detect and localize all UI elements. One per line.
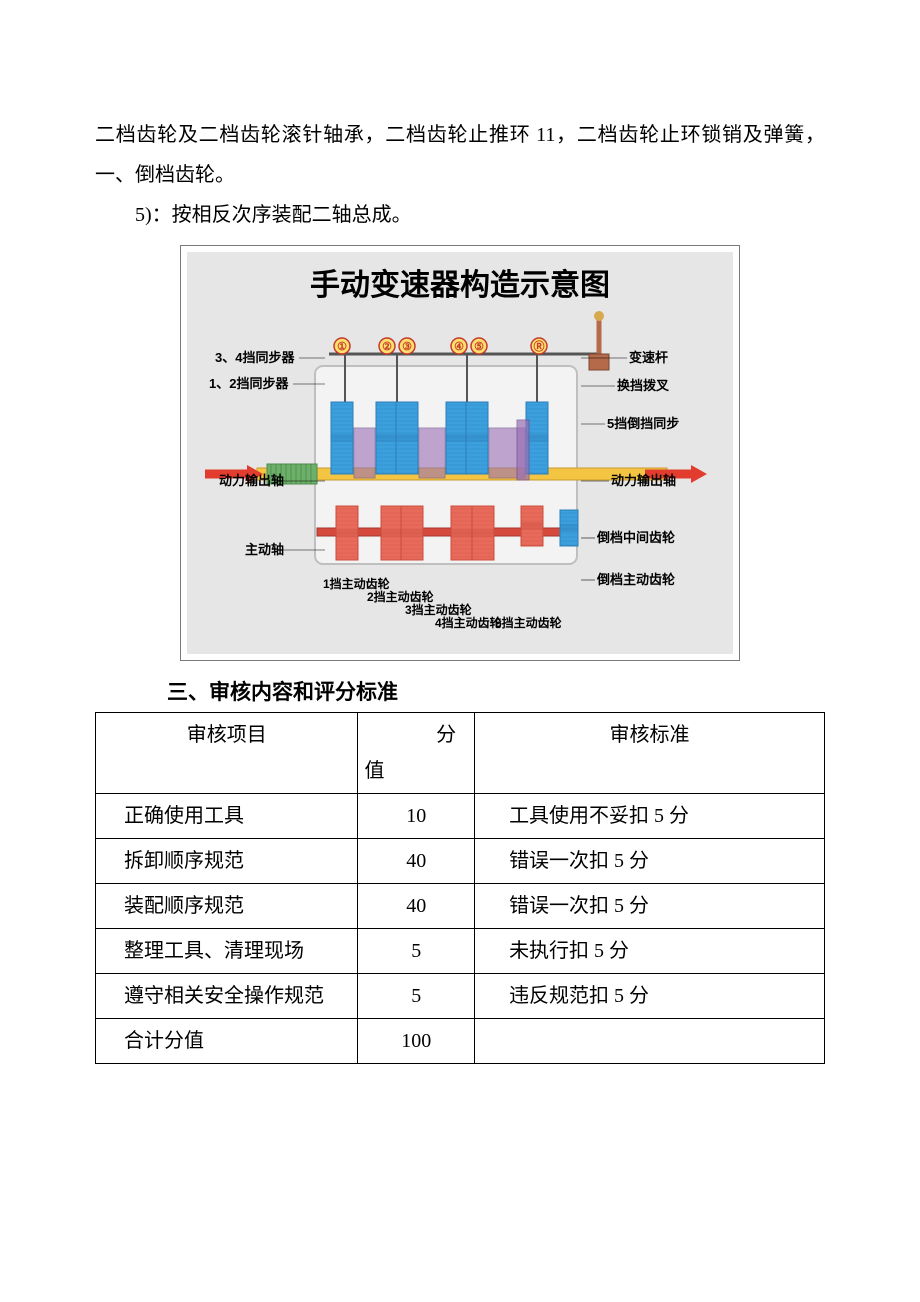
svg-text:③: ③ bbox=[402, 341, 412, 353]
svg-text:倒档主动齿轮: 倒档主动齿轮 bbox=[596, 572, 675, 587]
cell-std: 未执行扣 5 分 bbox=[475, 929, 825, 974]
svg-text:②: ② bbox=[382, 341, 392, 353]
svg-text:动力输出轴: 动力输出轴 bbox=[219, 473, 284, 488]
svg-text:1、2挡同步器: 1、2挡同步器 bbox=[209, 376, 289, 391]
svg-text:倒档中间齿轮: 倒档中间齿轮 bbox=[596, 530, 675, 545]
svg-text:4挡主动齿轮: 4挡主动齿轮 bbox=[435, 615, 503, 630]
paragraph-1: 二档齿轮及二档齿轮滚针轴承，二档齿轮止推环 11，二档齿轮止环锁销及弹簧，一、倒… bbox=[95, 115, 825, 195]
th-std: 审核标准 bbox=[475, 713, 825, 794]
cell-std: 工具使用不妥扣 5 分 bbox=[475, 794, 825, 839]
cell-std: 违反规范扣 5 分 bbox=[475, 974, 825, 1019]
svg-text:变速杆: 变速杆 bbox=[629, 350, 668, 365]
svg-text:④: ④ bbox=[454, 341, 464, 353]
svg-text:2挡主动齿轮: 2挡主动齿轮 bbox=[367, 589, 435, 604]
cell-std bbox=[475, 1019, 825, 1064]
svg-text:1挡主动齿轮: 1挡主动齿轮 bbox=[323, 576, 391, 591]
section-heading: 三、审核内容和评分标准 bbox=[167, 676, 825, 706]
cell-score: 5 bbox=[358, 929, 475, 974]
transmission-diagram: 手动变速器构造示意图 ①②③④⑤Ⓡ3、4挡同步器1、2挡同步器动力输出轴主动轴变… bbox=[180, 245, 740, 661]
cell-item: 拆卸顺序规范 bbox=[96, 839, 358, 884]
cell-score: 10 bbox=[358, 794, 475, 839]
svg-text:①: ① bbox=[337, 341, 347, 353]
diagram-title: 手动变速器构造示意图 bbox=[197, 260, 723, 304]
cell-item: 正确使用工具 bbox=[96, 794, 358, 839]
cell-score: 5 bbox=[358, 974, 475, 1019]
cell-item: 装配顺序规范 bbox=[96, 884, 358, 929]
svg-text:Ⓡ: Ⓡ bbox=[534, 339, 545, 353]
scoring-table: 审核项目分值审核标准正确使用工具10工具使用不妥扣 5 分拆卸顺序规范40错误一… bbox=[95, 712, 825, 1064]
cell-item: 整理工具、清理现场 bbox=[96, 929, 358, 974]
svg-text:主动轴: 主动轴 bbox=[245, 542, 284, 557]
th-score: 分值 bbox=[358, 713, 475, 794]
cell-std: 错误一次扣 5 分 bbox=[475, 884, 825, 929]
svg-text:⑤: ⑤ bbox=[474, 341, 484, 353]
th-item: 审核项目 bbox=[96, 713, 358, 794]
svg-text:动力输出轴: 动力输出轴 bbox=[611, 473, 676, 488]
cell-item: 合计分值 bbox=[96, 1019, 358, 1064]
svg-text:3、4挡同步器: 3、4挡同步器 bbox=[215, 350, 295, 365]
svg-text:5挡主动齿轮: 5挡主动齿轮 bbox=[495, 615, 563, 630]
svg-text:3挡主动齿轮: 3挡主动齿轮 bbox=[405, 602, 473, 617]
svg-text:换挡拨叉: 换挡拨叉 bbox=[617, 378, 670, 393]
paragraph-2: 5)：按相反次序装配二轴总成。 bbox=[95, 195, 825, 235]
svg-text:5挡倒挡同步: 5挡倒挡同步 bbox=[607, 416, 679, 431]
cell-std: 错误一次扣 5 分 bbox=[475, 839, 825, 884]
cell-score: 40 bbox=[358, 884, 475, 929]
cell-item: 遵守相关安全操作规范 bbox=[96, 974, 358, 1019]
cell-score: 40 bbox=[358, 839, 475, 884]
cell-score: 100 bbox=[358, 1019, 475, 1064]
